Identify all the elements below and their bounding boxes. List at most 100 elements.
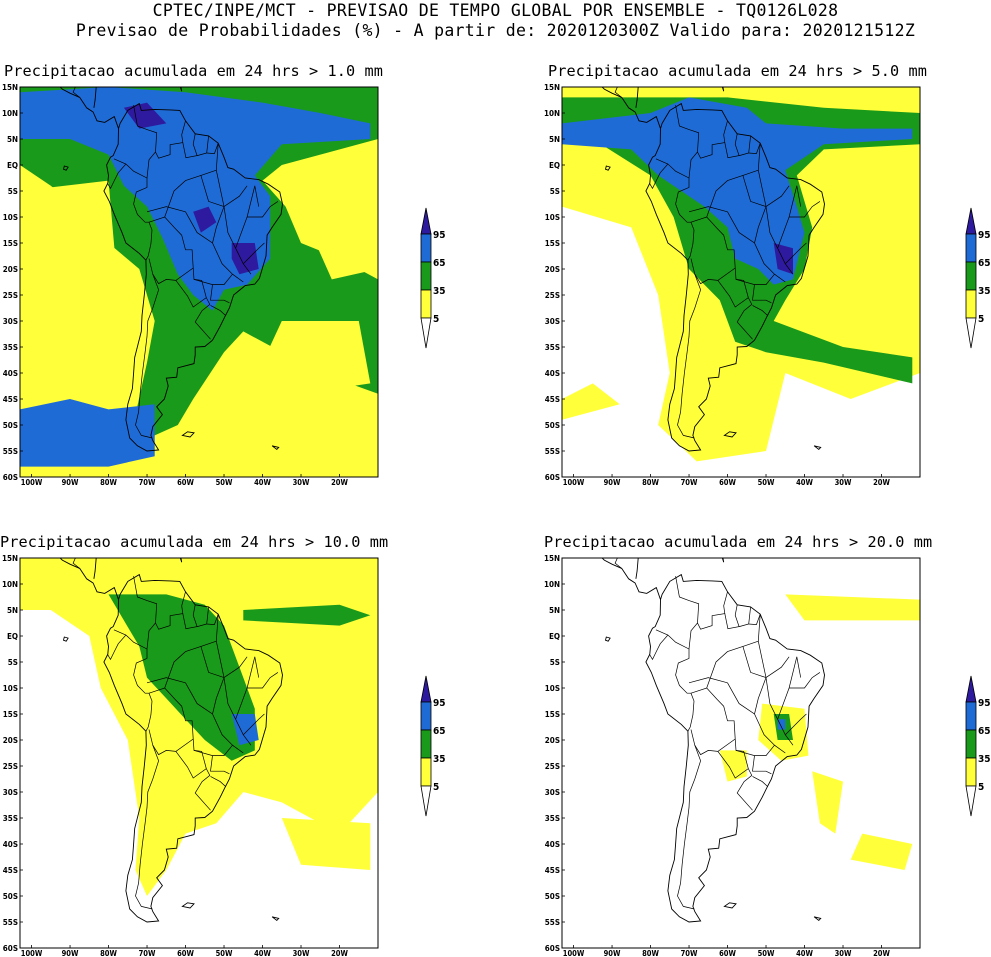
map-frame [561, 557, 921, 949]
lat-label: 55S [3, 918, 18, 927]
border-line [675, 178, 695, 261]
lat-label: 45S [545, 866, 560, 875]
lon-label: 70W [139, 478, 156, 487]
colorbar-label: 35 [978, 286, 991, 297]
border-line [133, 178, 153, 261]
lon-label: 50W [758, 949, 775, 957]
colorbar-label: 95 [433, 230, 446, 241]
prob-area-c5 [281, 818, 371, 870]
border-line [706, 174, 767, 218]
border-line [148, 687, 194, 756]
lat-label: 60S [545, 944, 560, 953]
border-line [742, 169, 759, 176]
lat-label: 25S [3, 291, 18, 300]
island [271, 916, 280, 922]
lat-label: 5N [7, 606, 18, 615]
colorbar-label: 5 [433, 782, 439, 793]
prob-area-c5 [719, 750, 747, 782]
lat-label: 55S [545, 918, 560, 927]
prob-area-c65 [562, 97, 913, 285]
border-line [655, 576, 700, 650]
panel-1-title: Precipitacao acumulada em 24 hrs > 1.0 m… [4, 62, 383, 80]
border-line [113, 576, 158, 650]
prob-area-c95 [193, 206, 217, 233]
lon-label: 90W [62, 949, 79, 957]
lat-label: 25S [545, 291, 560, 300]
border-line [206, 614, 219, 625]
island [604, 165, 611, 171]
border-line [675, 649, 695, 732]
border-line [688, 206, 728, 213]
border-line [243, 242, 265, 265]
panel-2-map: 15N 10N 5N EQ 5S 10S 15S 20S 25S 30S 35S 40S 45S 50S 5… [544, 83, 921, 487]
border-line [688, 677, 728, 684]
border-line [649, 163, 669, 190]
lon-label: 60W [177, 949, 194, 957]
lon-label: 80W [642, 949, 659, 957]
border-line [185, 682, 244, 754]
central-america-coastline [562, 87, 661, 129]
prob-area-c65 [231, 714, 259, 746]
border-line [210, 284, 230, 304]
border-line [752, 776, 769, 788]
lon-label: 20W [331, 949, 348, 957]
border-line [210, 776, 227, 788]
lon-label: 40W [254, 949, 271, 957]
lat-label: 50S [545, 421, 560, 430]
island [721, 87, 725, 92]
lat-label: 10S [3, 213, 18, 222]
border-line [628, 107, 636, 113]
map-frame [19, 557, 379, 949]
border-line [164, 645, 225, 689]
island [179, 558, 183, 563]
lat-label: 30S [3, 317, 18, 326]
border-line [752, 305, 769, 317]
lat-label: 55S [545, 447, 560, 456]
panel-1-colorbar: 95 65 35 5 [420, 207, 446, 349]
island [181, 902, 195, 909]
colorbar-top-triangle [965, 675, 977, 703]
lat-label: 20S [3, 265, 18, 274]
lat-label: 20S [545, 265, 560, 274]
panel-3-title: Precipitacao acumulada em 24 hrs > 10.0 … [0, 533, 389, 551]
island [721, 558, 725, 563]
lat-label: 5S [8, 187, 18, 196]
lat-label: 40S [3, 840, 18, 849]
lat-label: 35S [545, 814, 560, 823]
border-line [765, 185, 790, 207]
lat-label: 60S [3, 944, 18, 953]
border-line [210, 755, 230, 775]
lat-label: 50S [3, 421, 18, 430]
lon-label: 20W [331, 478, 348, 487]
header-subtitle: Previsao de Probabilidades (%) - A parti… [75, 21, 916, 40]
lat-label: 35S [3, 343, 18, 352]
lat-label: 15N [2, 554, 18, 563]
border-line [223, 185, 248, 207]
borders [614, 558, 821, 910]
colorbar-segment [965, 233, 977, 263]
lat-label: 25S [545, 762, 560, 771]
border-line [254, 185, 260, 207]
border-line [649, 634, 669, 661]
lon-label: 70W [681, 478, 698, 487]
south-america-coastline [103, 102, 283, 452]
border-line [739, 606, 751, 627]
border-line [735, 273, 775, 285]
island [181, 431, 195, 438]
lon-label: 30W [293, 949, 310, 957]
colorbar-label: 35 [433, 754, 446, 765]
border-line [796, 656, 802, 678]
lat-label: 15N [544, 554, 560, 563]
colorbar-segment [420, 289, 432, 319]
border-line [113, 105, 158, 179]
border-line [690, 216, 736, 285]
border-line [107, 163, 127, 190]
border-line [748, 143, 761, 154]
colorbar-label: 5 [433, 314, 439, 325]
border-line [765, 656, 790, 678]
border-line [155, 591, 186, 630]
colorbar-label: 5 [978, 782, 984, 793]
lat-label: 45S [3, 866, 18, 875]
prob-area-c65 [777, 719, 786, 730]
caribbean-coast [635, 87, 639, 108]
